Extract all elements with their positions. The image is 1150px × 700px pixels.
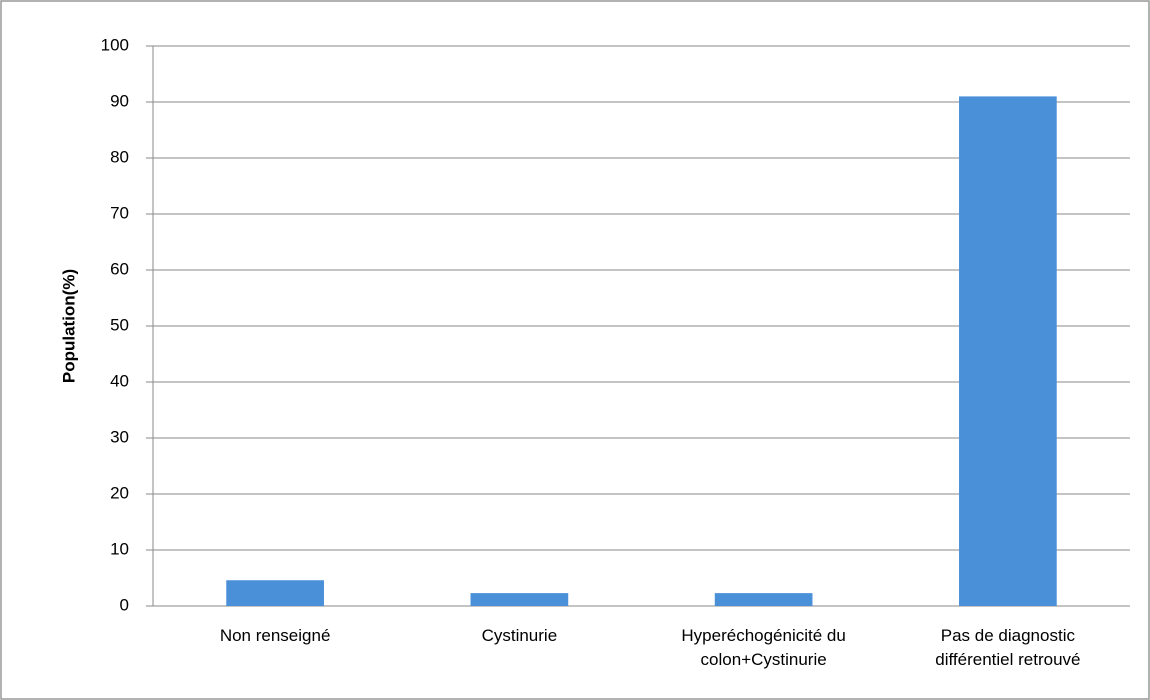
bar — [714, 593, 813, 606]
y-tick-label: 50 — [110, 315, 129, 334]
y-axis-label: Population(%) — [59, 269, 78, 383]
y-tick-label: 40 — [110, 371, 129, 390]
bar — [959, 96, 1057, 607]
bar — [226, 580, 324, 606]
y-tick-label: 10 — [110, 539, 129, 558]
x-tick-label: Pas de diagnostic différentiel retrouvé — [935, 626, 1081, 669]
x-tick-label: Cystinurie — [481, 626, 558, 645]
y-tick-label: 80 — [110, 147, 129, 166]
y-tick-label: 30 — [110, 427, 129, 446]
bar — [470, 593, 569, 606]
y-tick-label: 90 — [110, 91, 129, 110]
x-tick-label: Hyperéchogénicité du colon+Cystinurie — [681, 626, 846, 669]
y-tick-label: 60 — [110, 259, 129, 278]
y-tick-label: 70 — [110, 203, 129, 222]
y-tick-label: 0 — [120, 595, 129, 614]
y-tick-label: 20 — [110, 483, 129, 502]
x-tick-label: Non renseigné — [219, 626, 331, 645]
y-tick-label: 100 — [101, 35, 129, 54]
